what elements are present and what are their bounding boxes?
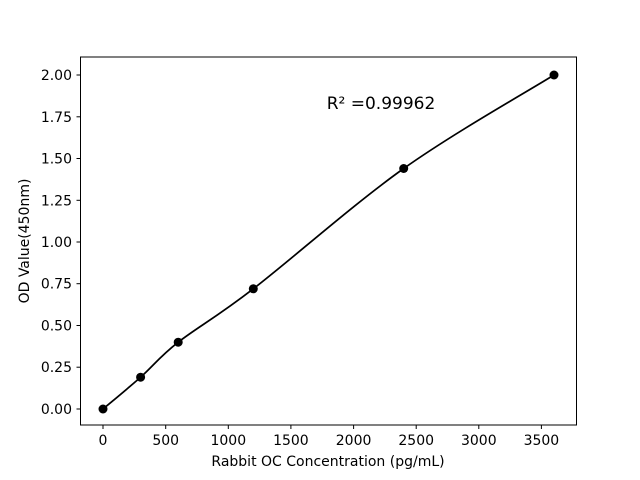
data-point: [549, 70, 559, 80]
y-tick-label: 0.00: [41, 402, 72, 418]
y-axis-label: OD Value(450nm): [17, 178, 33, 304]
data-point: [98, 404, 108, 414]
data-point: [136, 372, 146, 382]
y-tick-label: 1.50: [41, 152, 72, 168]
x-tick-label: 500: [152, 433, 179, 449]
y-tick-label: 0.50: [41, 319, 72, 335]
x-tick-label: 1500: [273, 433, 309, 449]
x-tick-label: 2500: [398, 433, 434, 449]
y-tick-label: 0.75: [41, 277, 72, 293]
y-tick-label: 2.00: [41, 68, 72, 84]
x-tick-label: 1000: [210, 433, 246, 449]
x-tick-label: 3500: [524, 433, 560, 449]
data-point: [173, 337, 183, 347]
plot-border: [80, 56, 577, 426]
data-point: [399, 164, 409, 173]
r-squared-annotation: R² =0.99962: [326, 94, 436, 114]
x-tick-label: 3000: [461, 433, 497, 449]
y-tick-label: 1.00: [41, 235, 72, 251]
fit-curve: [102, 74, 555, 410]
y-tick-label: 1.25: [41, 193, 72, 209]
x-tick-label: 0: [99, 433, 108, 449]
y-tick-label: 0.25: [41, 360, 72, 376]
x-axis-label: Rabbit OC Concentration (pg/mL): [211, 454, 445, 470]
data-point: [248, 284, 258, 294]
y-tick-label: 1.75: [41, 110, 72, 126]
x-tick-label: 2000: [336, 433, 372, 449]
